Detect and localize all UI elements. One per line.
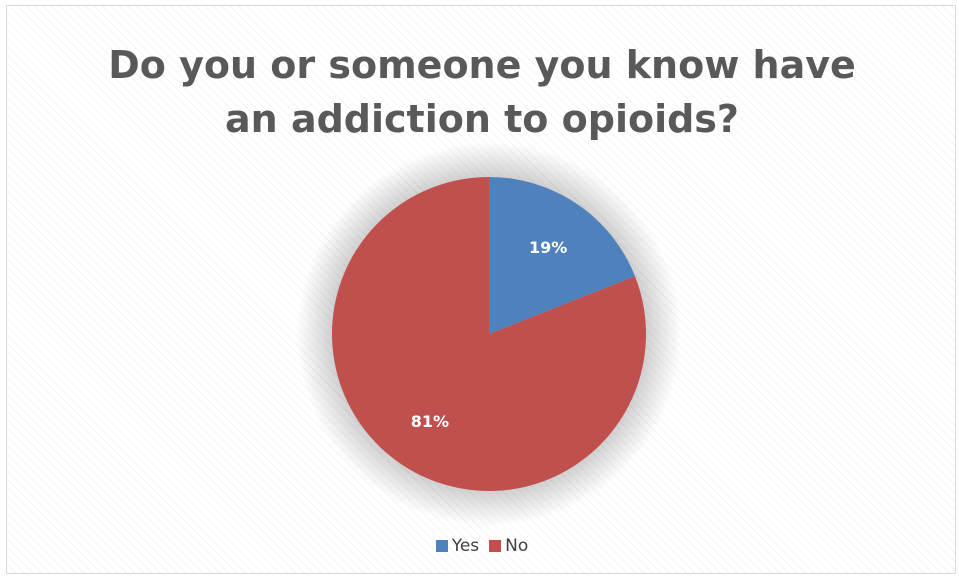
pie-slice-yes[interactable] <box>489 177 635 334</box>
data-label-yes: 19% <box>529 238 567 257</box>
chart-title-line-1: Do you or someone you know have <box>108 43 856 87</box>
pie-slice-no[interactable] <box>332 177 646 491</box>
legend-item-no[interactable]: No <box>489 536 528 556</box>
chart-title: Do you or someone you know have an addic… <box>7 38 957 146</box>
chart-title-line-2: an addiction to opioids? <box>225 97 739 141</box>
legend-item-yes[interactable]: Yes <box>435 536 480 556</box>
pie-chart: 19% 81% <box>297 142 681 526</box>
chart-frame: Do you or someone you know have an addic… <box>6 5 956 574</box>
legend-label-yes: Yes <box>451 536 480 556</box>
legend-swatch-yes <box>435 540 448 552</box>
legend: Yes No <box>7 536 957 556</box>
legend-swatch-no <box>489 540 502 552</box>
legend-label-no: No <box>505 536 529 556</box>
data-label-no: 81% <box>411 412 449 431</box>
